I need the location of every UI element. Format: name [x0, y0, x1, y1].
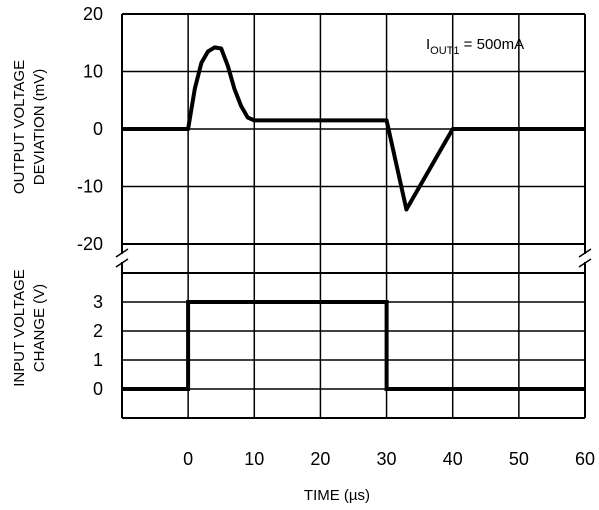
grid — [121, 14, 586, 418]
annotation-suffix: = 500mA — [460, 36, 525, 53]
x-tick-label: 60 — [575, 449, 595, 469]
x-tick-label: 50 — [509, 449, 529, 469]
x-axis-label: TIME (µs) — [304, 487, 370, 504]
x-tick-label: 20 — [310, 449, 330, 469]
input-change-line-0 — [122, 300, 585, 391]
bottom-y-axis-label: INPUT VOLTAGE CHANGE (V) — [11, 269, 48, 387]
top-y-tick-label: 0 — [93, 119, 103, 139]
current-annotation: IOUT1 = 500mA — [426, 36, 524, 57]
left-break-gap — [115, 254, 129, 262]
top-y-axis-label-line-2: DEVIATION (mV) — [31, 69, 48, 185]
data-curves — [122, 45, 585, 391]
left-break-slash-2 — [115, 258, 129, 268]
bottom-y-tick-label: 1 — [93, 350, 103, 370]
plot-frame — [121, 13, 586, 419]
bottom-y-tick-label: 2 — [93, 321, 103, 341]
top-y-axis-label-line-1: OUTPUT VOLTAGE — [11, 60, 28, 194]
bottom-y-axis-label-line-1: INPUT VOLTAGE — [11, 269, 28, 387]
bottom-y-axis-label-line-2: CHANGE (V) — [31, 284, 48, 372]
left-break-slash-1 — [115, 248, 129, 258]
x-tick-label: 40 — [443, 449, 463, 469]
annotation-subscript: OUT1 — [430, 45, 459, 57]
top-y-tick-label: -20 — [77, 234, 103, 254]
bottom-y-tick-label: 0 — [93, 379, 103, 399]
top-y-tick-label: 10 — [83, 62, 103, 82]
top-y-axis-label: OUTPUT VOLTAGE DEVIATION (mV) — [11, 60, 48, 194]
bottom-y-tick-label: 3 — [93, 292, 103, 312]
x-tick-label: 0 — [183, 449, 193, 469]
right-break-slash-1 — [578, 248, 592, 258]
x-tick-label: 30 — [377, 449, 397, 469]
annotation-prefix: I — [426, 36, 430, 53]
top-y-tick-label: 20 — [83, 4, 103, 24]
x-tick-label: 10 — [244, 449, 264, 469]
right-break-gap — [578, 254, 592, 262]
top-y-tick-label: -10 — [77, 177, 103, 197]
right-break-slash-2 — [578, 258, 592, 268]
axis-break-marks — [115, 248, 592, 268]
output-deviation-line-0 — [122, 45, 585, 212]
